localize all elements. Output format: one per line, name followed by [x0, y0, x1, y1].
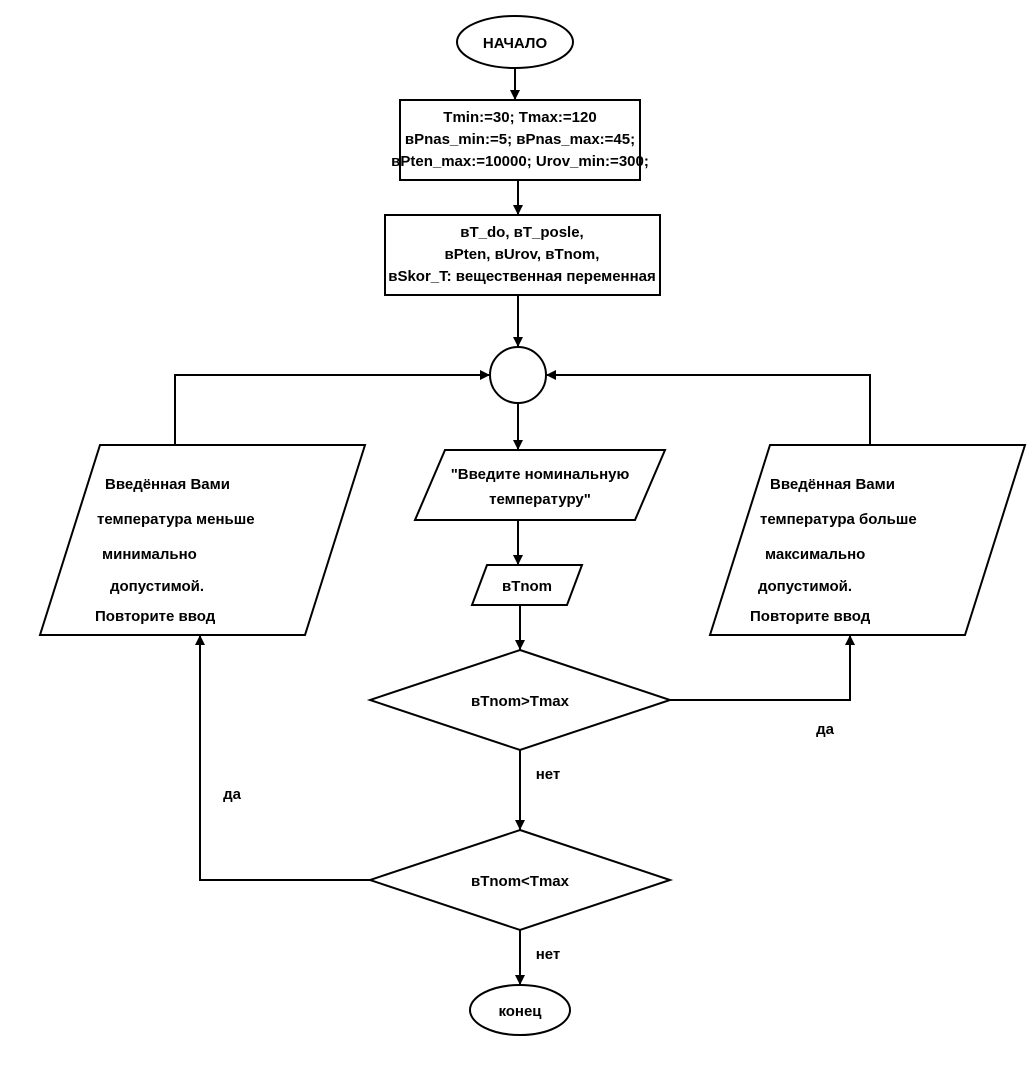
leftmsg-l4: допустимой.: [110, 578, 204, 595]
leftmsg-l2: температура меньше: [97, 511, 255, 528]
rightmsg-l4: допустимой.: [758, 578, 852, 595]
init2-line2: вPten, вUrov, вTnom,: [445, 246, 600, 263]
init2-line1: вT_do, вT_posle,: [460, 224, 583, 241]
prompt-line1: "Введите номинальную: [451, 466, 630, 483]
edge: [175, 375, 490, 445]
dec1-no-label: нет: [536, 766, 561, 783]
connector-node: [490, 347, 546, 403]
init1-line2: вPnas_min:=5; вPnas_max:=45;: [405, 131, 635, 148]
rightmsg-l3: максимально: [765, 546, 865, 563]
dec2-no-label: нет: [536, 946, 561, 963]
rightmsg-node: [710, 445, 1025, 635]
edge: [670, 635, 850, 700]
decision1-label: вTnom>Tmax: [471, 693, 570, 710]
start-label: НАЧАЛО: [483, 35, 548, 52]
init2-line3: вSkor_T: вещественная переменная: [388, 268, 656, 285]
leftmsg-l3: минимально: [102, 546, 197, 563]
leftmsg-l5: Повторите ввод: [95, 608, 216, 625]
end-label: конец: [498, 1003, 542, 1020]
rightmsg-l2: температура больше: [760, 511, 917, 528]
input-label: вTnom: [502, 578, 552, 595]
init1-line1: Tmin:=30; Tmax:=120: [443, 109, 596, 126]
prompt-line2: температуру": [489, 491, 591, 508]
edge: [200, 635, 370, 880]
leftmsg-l1: Введённая Вами: [105, 476, 230, 493]
leftmsg-node: [40, 445, 365, 635]
decision2-label: вTnom<Tmax: [471, 873, 570, 890]
rightmsg-l1: Введённая Вами: [770, 476, 895, 493]
flowchart-canvas: НАЧАЛО Tmin:=30; Tmax:=120 вPnas_min:=5;…: [0, 0, 1029, 1065]
dec2-yes-label: да: [223, 786, 242, 803]
rightmsg-l5: Повторите ввод: [750, 608, 871, 625]
init1-line3: вPten_max:=10000; Urov_min:=300;: [391, 153, 649, 170]
edge: [546, 375, 870, 445]
prompt-node: [415, 450, 665, 520]
dec1-yes-label: да: [816, 721, 835, 738]
